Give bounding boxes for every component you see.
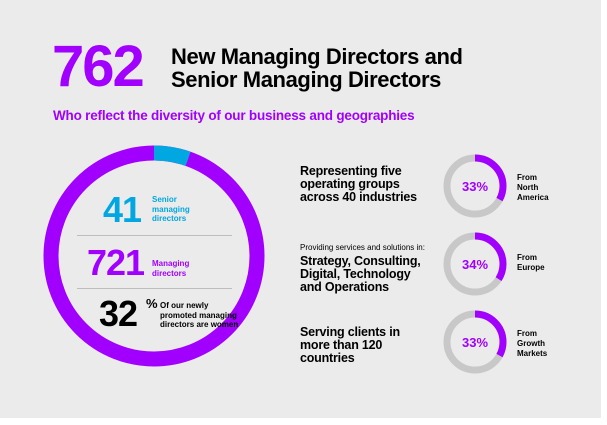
operating-groups-l2: operating groups	[300, 177, 400, 191]
north-america-label: From North America	[517, 173, 549, 203]
women-label-l3: directors are women	[160, 320, 239, 329]
services-l2: Digital, Technology	[300, 267, 411, 281]
clients-l1: Serving clients in	[300, 325, 400, 339]
donut-percent: 34%	[462, 257, 488, 272]
clients-text: Serving clients in more than 120 countri…	[300, 326, 400, 365]
donut-fill	[443, 154, 507, 218]
north-america-donut: 33%	[443, 154, 507, 218]
donut-percent: 33%	[462, 179, 488, 194]
director-ring-chart	[43, 145, 265, 367]
europe-label: From Europe	[517, 253, 545, 273]
operating-groups-l1: Representing five	[300, 164, 402, 178]
donut-fill	[443, 310, 507, 374]
md-label: Managing directors	[152, 259, 189, 278]
women-label: Of our newly promoted managing directors…	[160, 301, 238, 330]
md-label-l2: directors	[152, 268, 187, 278]
headline-title: New Managing Directors and Senior Managi…	[171, 45, 463, 91]
women-label-l2: promoted managing	[160, 310, 237, 320]
ring-senior-segment	[43, 145, 265, 367]
services-intro-text: Providing services and solutions in:	[300, 243, 425, 252]
headline-title-line1: New Managing Directors and	[171, 44, 463, 69]
europe-donut: 34%	[443, 232, 507, 296]
clients-l2: more than 120	[300, 338, 383, 352]
md-label-l1: Managing	[152, 259, 190, 268]
services-l3: and Operations	[300, 280, 389, 294]
women-percent-sign: %	[146, 296, 158, 311]
women-label-l1: Of our newly	[160, 301, 209, 310]
growth-markets-label: From Growth Markets	[517, 329, 547, 359]
headline-subtitle: Who reflect the diversity of our busines…	[53, 108, 415, 123]
senior-md-label-l1: Senior	[152, 195, 177, 204]
clients-l3: countries	[300, 351, 355, 365]
senior-md-label-l3: directors	[152, 214, 187, 223]
donut-label-l2: Growth	[517, 339, 545, 348]
donut-fill	[443, 232, 507, 296]
senior-md-label: Senior managing directors	[152, 195, 190, 224]
senior-md-count: 41	[103, 189, 142, 230]
operating-groups-text: Representing five operating groups acros…	[300, 165, 417, 204]
donut-label-l1: From	[517, 329, 537, 338]
services-l1: Strategy, Consulting,	[300, 254, 421, 268]
donut-label-l1: From	[517, 253, 537, 262]
donut-label-l3: America	[517, 193, 549, 202]
donut-label-l2: Europe	[517, 263, 545, 272]
headline-title-line2: Senior Managing Directors	[171, 67, 441, 92]
senior-md-label-l2: managing	[152, 204, 190, 214]
divider	[77, 288, 232, 289]
growth-markets-donut: 33%	[443, 310, 507, 374]
services-text: Strategy, Consulting, Digital, Technolog…	[300, 255, 421, 294]
md-count: 721	[87, 242, 145, 283]
operating-groups-l3: across 40 industries	[300, 190, 417, 204]
donut-label-l2: North	[517, 183, 539, 192]
headline-number: 762	[52, 34, 145, 99]
divider	[77, 235, 232, 236]
donut-label-l3: Markets	[517, 349, 548, 358]
women-percent-number: 32	[99, 293, 138, 334]
donut-percent: 33%	[462, 335, 488, 350]
donut-label-l1: From	[517, 173, 537, 182]
